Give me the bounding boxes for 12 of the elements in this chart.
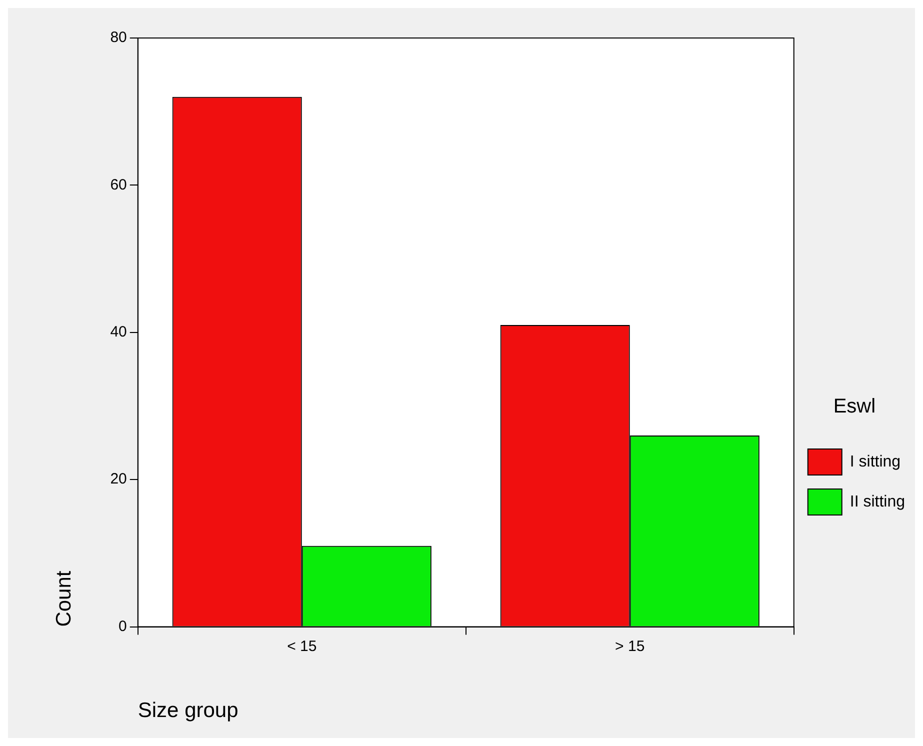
legend-label: I sitting xyxy=(850,453,901,470)
y-tick-label: 60 xyxy=(110,176,127,194)
y-tick-label: 40 xyxy=(110,324,127,341)
legend-title: Eswl xyxy=(833,396,876,418)
y-tick-label: 0 xyxy=(118,618,127,635)
y-axis-title: Count xyxy=(52,570,76,627)
x-tick-label: > 15 xyxy=(615,638,645,655)
x-tick-label: < 15 xyxy=(287,638,317,655)
y-tick-label: 80 xyxy=(110,29,127,46)
y-tick-label: 20 xyxy=(110,470,127,488)
legend-label: II sitting xyxy=(850,493,906,510)
x-axis-title: Size group xyxy=(138,699,238,722)
